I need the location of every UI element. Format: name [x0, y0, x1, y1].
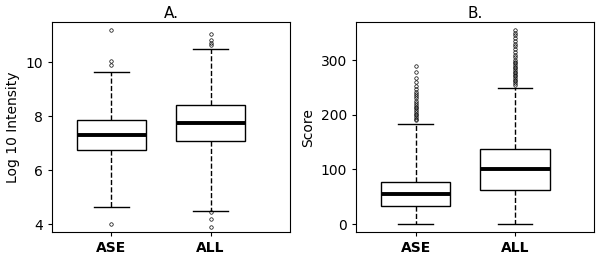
Y-axis label: Score: Score: [301, 108, 315, 146]
Title: A.: A.: [163, 5, 178, 21]
Title: B.: B.: [467, 5, 483, 21]
PathPatch shape: [480, 149, 550, 190]
PathPatch shape: [381, 181, 451, 206]
PathPatch shape: [77, 120, 146, 150]
PathPatch shape: [176, 105, 245, 141]
Y-axis label: Log 10 Intensity: Log 10 Intensity: [5, 71, 20, 183]
